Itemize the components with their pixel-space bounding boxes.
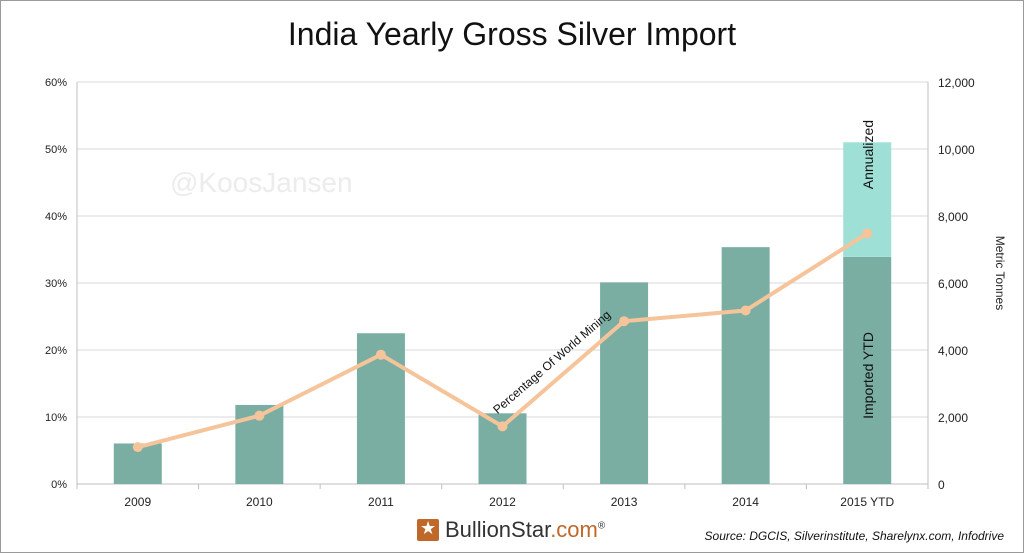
left-tick-label: 20%	[45, 345, 67, 357]
right-tick-label: 4,000	[938, 344, 968, 358]
left-tick-label: 40%	[45, 211, 67, 223]
line-point	[132, 442, 143, 453]
x-tick-label: 2011	[368, 495, 394, 509]
line-point	[497, 421, 508, 432]
imported-ytd-label: Imported YTD	[860, 332, 876, 419]
chart-title: India Yearly Gross Silver Import	[287, 16, 737, 52]
watermark-text: @KoosJansen	[170, 167, 353, 198]
bullionstar-star-icon	[417, 518, 439, 541]
right-axis-title: Metric Tonnes	[993, 236, 1007, 310]
x-tick-label: 2015 YTD	[840, 495, 894, 509]
bar-imported	[600, 282, 649, 484]
x-tick-label: 2010	[246, 495, 273, 509]
source-note: Source: DGCIS, Silverinstitute, Sharelyn…	[704, 529, 1004, 543]
left-tick-label: 30%	[45, 278, 67, 290]
left-tick-label: 10%	[45, 412, 67, 424]
bullionstar-logo: BullionStar.com®	[417, 516, 605, 544]
logo-reg: ®	[597, 520, 606, 532]
line-annotation-label: Percentage Of World Mining	[490, 308, 613, 417]
x-tick-label: 2012	[489, 495, 516, 509]
logo-name: BullionStar	[445, 517, 551, 542]
bar-imported	[721, 247, 770, 484]
right-tick-label: 8,000	[938, 210, 968, 224]
x-tick-label: 2009	[124, 495, 151, 509]
left-tick-label: 50%	[45, 144, 67, 156]
left-tick-label: 60%	[45, 77, 67, 89]
annualized-label: Annualized	[860, 120, 876, 189]
left-tick-label: 0%	[51, 479, 67, 491]
line-point	[862, 228, 873, 239]
line-point	[619, 316, 630, 327]
right-tick-label: 2,000	[938, 411, 968, 425]
logo-text: BullionStar.com®	[445, 517, 605, 543]
line-point	[375, 349, 386, 360]
bar-imported	[843, 256, 892, 484]
x-tick-label: 2013	[611, 495, 638, 509]
right-tick-label: 6,000	[938, 277, 968, 291]
logo-suffix: .com	[550, 517, 598, 542]
x-tick-label: 2014	[732, 495, 759, 509]
right-tick-label: 12,000	[938, 76, 975, 90]
line-point	[254, 410, 265, 421]
line-point	[740, 305, 751, 316]
right-tick-label: 10,000	[938, 143, 975, 157]
right-tick-label: 0	[938, 478, 945, 492]
